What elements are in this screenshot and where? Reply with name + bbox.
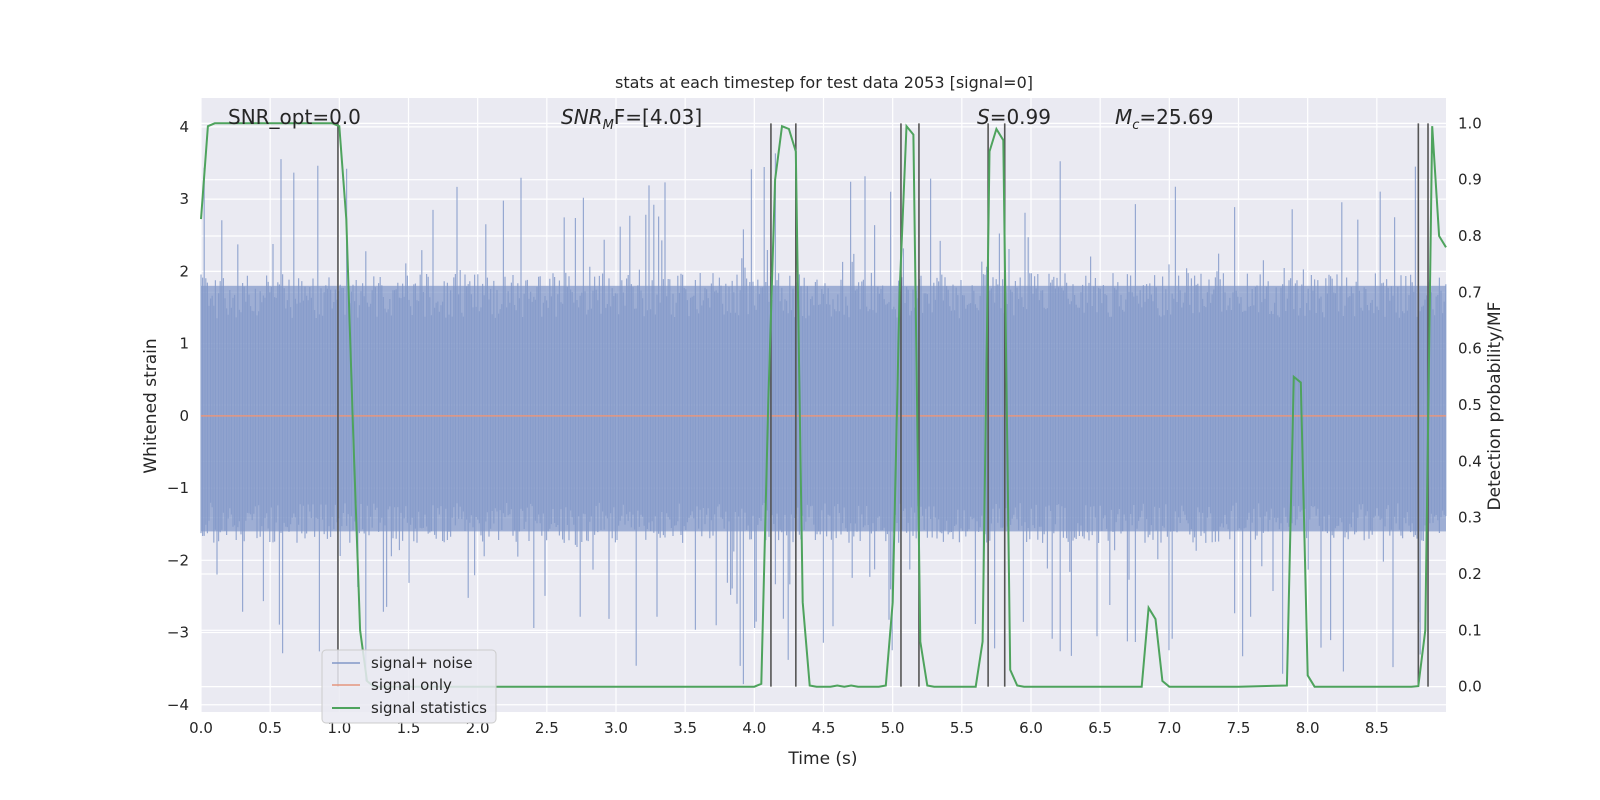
x-tick-label: 3.5 [673, 719, 697, 737]
annotation-mc: Mc=25.69 [1115, 105, 1213, 133]
x-axis-label: Time (s) [787, 749, 857, 769]
signal-statistics-series [200, 122, 1447, 688]
annotation-s-main: S [977, 105, 990, 129]
y-tick-label: 4 [179, 118, 189, 136]
y2-tick-label: 0.1 [1458, 621, 1482, 639]
annotation-snr-mf-sub: M [603, 118, 614, 133]
x-tick-label: 7.5 [1227, 719, 1251, 737]
y-tick-label: 1 [179, 335, 189, 353]
y-axis-label: Whitened strain [141, 338, 161, 473]
annotation-mc-rest: =25.69 [1139, 105, 1213, 129]
x-tick-label: 6.5 [1088, 719, 1112, 737]
legend-label-signal-only: signal only [371, 676, 452, 694]
annotation-snr-mf-main: SNR [561, 105, 603, 129]
legend: signal+ noise signal only signal statist… [321, 649, 497, 724]
y2-tick-label: 0.7 [1458, 283, 1482, 301]
x-tick-label: 5.5 [950, 719, 974, 737]
y-tick-label: −1 [167, 479, 189, 497]
x-tick-label: 4.0 [742, 719, 766, 737]
x-tick-label: 5.0 [881, 719, 905, 737]
annotation-mc-main: M [1115, 105, 1132, 129]
y2-tick-label: 0.3 [1458, 509, 1482, 527]
y2-tick-label: 0.9 [1458, 171, 1482, 189]
y-tick-label: 3 [179, 190, 189, 208]
annotation-s: S=0.99 [977, 105, 1051, 129]
x-tick-label: 8.5 [1365, 719, 1389, 737]
annotation-snr-mf: SNRMF=[4.03] [561, 105, 702, 133]
x-tick-label: 2.5 [535, 719, 559, 737]
y2-tick-label: 0.2 [1458, 565, 1482, 583]
signal-noise-series [200, 153, 1447, 685]
x-tick-label: 6.0 [1019, 719, 1043, 737]
y-tick-label: 2 [179, 262, 189, 280]
y2-tick-label: 0.6 [1458, 340, 1482, 358]
chart-title: stats at each timestep for test data 205… [615, 73, 1033, 92]
x-tick-label: 3.0 [604, 719, 628, 737]
legend-box [321, 649, 497, 724]
annotation-mc-sub: c [1132, 118, 1139, 133]
x-tick-label: 8.0 [1296, 719, 1320, 737]
x-tick-label: 4.5 [812, 719, 836, 737]
y2-tick-labels: 1.0 0.9 0.8 0.7 0.6 0.5 0.4 0.3 0.2 0.1 0.0 [1458, 114, 1482, 695]
x-tick-label: 0.5 [258, 719, 282, 737]
legend-label-signal-noise: signal+ noise [371, 654, 473, 672]
y2-tick-label: 0.4 [1458, 452, 1482, 470]
y-tick-label: −4 [167, 696, 189, 714]
legend-label-signal-statistics: signal statistics [371, 699, 487, 717]
y-tick-label: −2 [167, 551, 189, 569]
y-tick-labels: 4 3 2 1 0 −1 −2 −3 −4 [167, 118, 189, 714]
y2-tick-label: 0.0 [1458, 678, 1482, 696]
y-tick-label: −3 [167, 624, 189, 642]
y2-tick-label: 1.0 [1458, 114, 1482, 132]
y-tick-label: 0 [179, 407, 189, 425]
y2-tick-label: 0.8 [1458, 227, 1482, 245]
y2-tick-label: 0.5 [1458, 396, 1482, 414]
y2-axis-label: Detection probability/MF [1485, 302, 1505, 511]
annotation-snr-opt: SNR_opt=0.0 [228, 105, 361, 129]
x-tick-label: 7.0 [1157, 719, 1181, 737]
x-tick-labels: 0.0 0.5 1.0 1.5 2.0 2.5 3.0 3.5 4.0 4.5 5.0 5.5 6.0 6… [189, 719, 1389, 737]
annotation-s-rest: =0.99 [990, 105, 1051, 129]
annotation-snr-mf-rest: F=[4.03] [614, 105, 702, 129]
x-tick-label: 0.0 [189, 719, 213, 737]
